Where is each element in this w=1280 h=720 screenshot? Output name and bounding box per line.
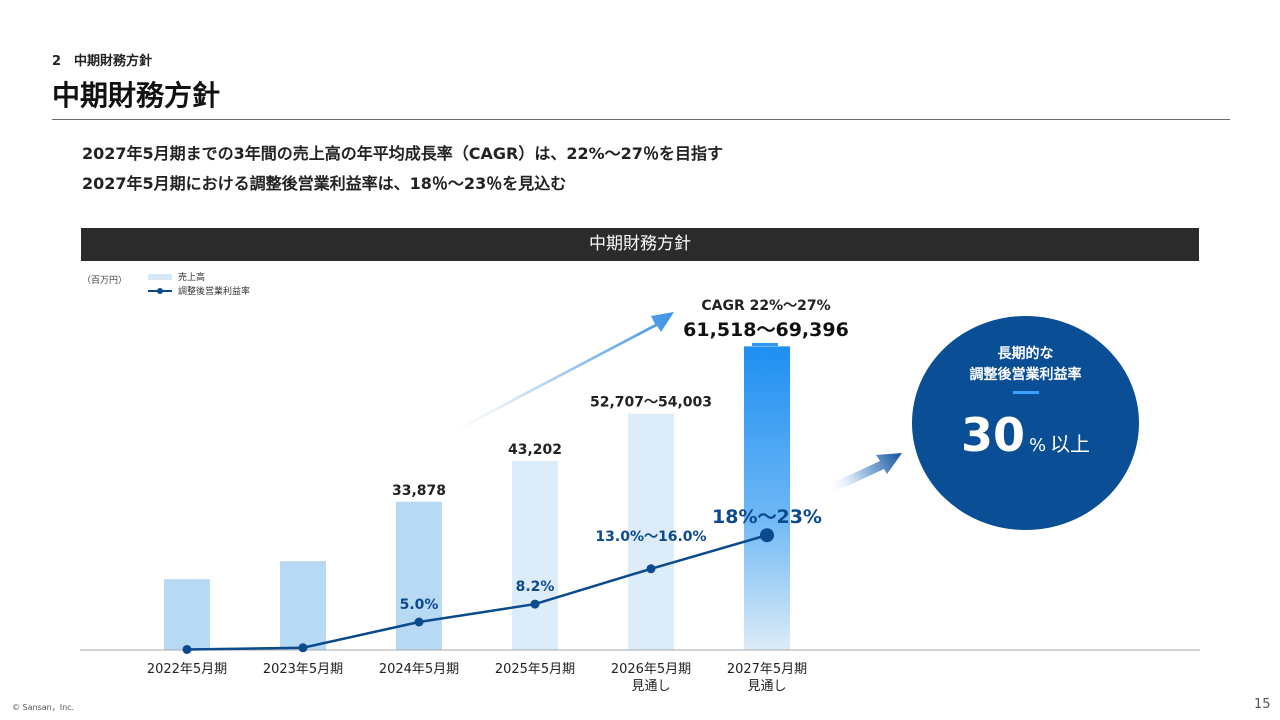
x-tick-label: 2023年5月期 (263, 662, 343, 677)
sales-bar (396, 501, 442, 650)
long-term-label-2: 調整後営業利益率 (969, 367, 1082, 383)
margin-point (646, 564, 656, 574)
margin-value-label: 13.0%〜16.0% (595, 529, 706, 545)
range-indicator-dash (752, 343, 778, 346)
legend-label-margin: 調整後営業利益率 (178, 287, 251, 297)
x-tick-label: 2027年5月期 (727, 662, 807, 677)
target-range-label: 61,518〜69,396 (683, 319, 849, 341)
sales-bar (744, 346, 790, 650)
margin-line-layer (182, 528, 774, 654)
long-term-label-1: 長期的な (997, 346, 1054, 362)
margin-point (414, 617, 424, 627)
long-term-number: 30 (960, 408, 1025, 462)
sales-bar (628, 413, 674, 650)
page-number: 15 (1254, 697, 1271, 712)
sales-bar (512, 460, 558, 650)
x-tick-label: 2022年5月期 (147, 662, 227, 677)
margin-point (530, 599, 540, 609)
bars-layer (164, 346, 790, 650)
sales-bar (280, 561, 326, 650)
margin-value-label: 5.0% (400, 597, 439, 613)
page-title: 中期財務方針 (52, 79, 221, 112)
margin-value-label: 8.2% (516, 579, 555, 595)
legend-item-sales: 売上高 (148, 270, 205, 283)
lead-line-margin: 2027年5月期における調整後営業利益率は、18％〜23％を見込む (82, 174, 567, 193)
section-label: 2 中期財務方針 (52, 54, 153, 69)
x-tick-label: 2024年5月期 (379, 662, 459, 677)
x-tick-label: 見通し (631, 679, 670, 694)
sales-value-label: 33,878 (392, 483, 446, 499)
margin-line (186, 533, 768, 651)
long-term-unit: % (1028, 435, 1047, 456)
x-tick-label: 見通し (747, 679, 786, 694)
legend-item-margin: 調整後営業利益率 (148, 284, 250, 297)
labels-layer: 2022年5月期 2023年5月期 33,878 2024年5月期 43,202 2025… (147, 395, 822, 694)
growth-arrow (430, 312, 674, 446)
margin-point (182, 644, 192, 654)
title-divider (52, 119, 1230, 120)
x-tick-label: 2025年5月期 (495, 662, 575, 677)
long-term-suffix: 以上 (1050, 432, 1091, 456)
long-term-value: 30% 以上 (912, 408, 1139, 462)
legend-swatch-sales (148, 273, 172, 280)
margin-point (760, 528, 774, 543)
sales-bar (164, 579, 210, 650)
margin-value-label: 18%〜23% (712, 506, 822, 528)
margin-point (298, 643, 308, 653)
section-banner: 中期財務方針 (81, 228, 1199, 261)
lead-line-cagr: 2027年5月期までの3年間の売上高の年平均成長率（CAGR）は、22%〜27％… (82, 144, 723, 163)
copyright: © Sansan，Inc. (12, 703, 75, 712)
sales-value-label: 43,202 (508, 442, 562, 458)
legend-label-sales: 売上高 (178, 273, 206, 283)
long-term-target-circle: 長期的な 調整後営業利益率 30% 以上 (912, 316, 1139, 530)
long-term-arrow (826, 453, 902, 494)
long-term-divider (1013, 391, 1039, 394)
x-tick-label: 2026年5月期 (611, 662, 691, 677)
sales-value-label: 52,707〜54,003 (590, 395, 712, 411)
cagr-annotation: CAGR 22%〜27% (701, 298, 830, 314)
unit-label: （百万円） (82, 276, 128, 286)
legend-swatch-margin (148, 287, 172, 295)
